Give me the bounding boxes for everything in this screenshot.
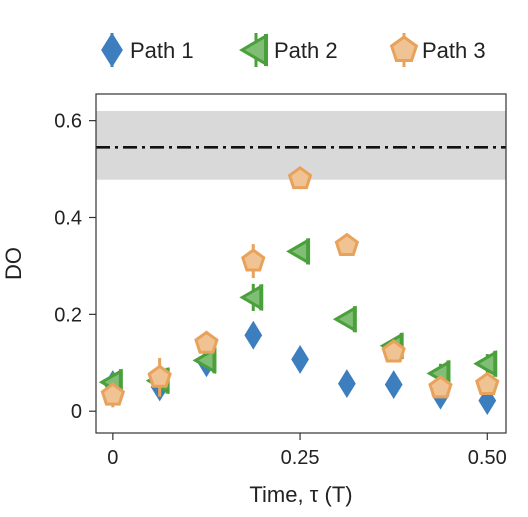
series-3 (100, 165, 500, 408)
data-point (287, 165, 313, 190)
legend-marker-shape (239, 33, 268, 67)
data-point (381, 339, 406, 363)
y-tick-label: 0.4 (54, 207, 82, 229)
legend-item-3: Path 3 (389, 33, 486, 67)
marker-shape (334, 232, 360, 256)
legend-marker-shape (101, 32, 123, 68)
marker-shape (291, 344, 309, 374)
data-point (475, 371, 500, 395)
marker-shape (147, 364, 172, 388)
data-point (147, 364, 172, 388)
marker-shape (244, 320, 263, 350)
y-axis-label: DO (1, 247, 26, 280)
axes-frame (95, 93, 507, 434)
data-point (332, 305, 357, 333)
legend-label: Path 1 (130, 38, 194, 63)
y-tick-label: 0 (71, 401, 82, 423)
marker-shape (100, 382, 126, 406)
x-tick-label: 0 (107, 447, 118, 469)
data-marks-layer (98, 165, 500, 416)
axes-layer: 0 0.2 0.4 0.6 0 0.25 0.50 (54, 111, 507, 469)
legend-marker (239, 33, 268, 67)
data-point (428, 375, 453, 399)
data-point (194, 330, 219, 354)
marker-shape (381, 339, 406, 363)
marker-shape (332, 305, 357, 333)
marker-shape (475, 371, 500, 395)
y-tick-label: 0.2 (54, 304, 82, 326)
y-tick-label: 0.6 (54, 111, 82, 133)
legend-marker-shape (389, 35, 419, 62)
legend-item-2: Path 2 (239, 33, 338, 67)
legend-label: Path 3 (422, 38, 486, 63)
data-point (473, 350, 498, 378)
data-point (241, 248, 266, 272)
marker-shape (286, 237, 310, 266)
x-tick-label: 0.25 (281, 447, 320, 469)
legend-marker (101, 32, 123, 68)
marker-shape (338, 369, 356, 399)
data-point (244, 320, 263, 350)
marker-shape (241, 248, 266, 272)
x-axis-label: Time, τ (T) (249, 482, 352, 507)
data-point (338, 369, 356, 399)
data-point (100, 382, 126, 406)
data-point (286, 237, 311, 266)
marker-shape (194, 330, 219, 354)
x-tick-label: 0.50 (468, 447, 507, 469)
chart-legend: Path 1 Path 2 Path 3 (101, 32, 486, 68)
data-point (291, 344, 309, 374)
data-point (384, 370, 403, 400)
marker-shape (428, 375, 453, 399)
legend-item-1: Path 1 (101, 32, 194, 68)
plot-area (95, 93, 507, 434)
legend-label: Path 2 (274, 38, 338, 63)
data-point (239, 283, 264, 312)
marker-shape (384, 370, 403, 400)
marker-shape (287, 165, 313, 190)
legend-marker (389, 35, 419, 62)
data-point (334, 232, 360, 256)
